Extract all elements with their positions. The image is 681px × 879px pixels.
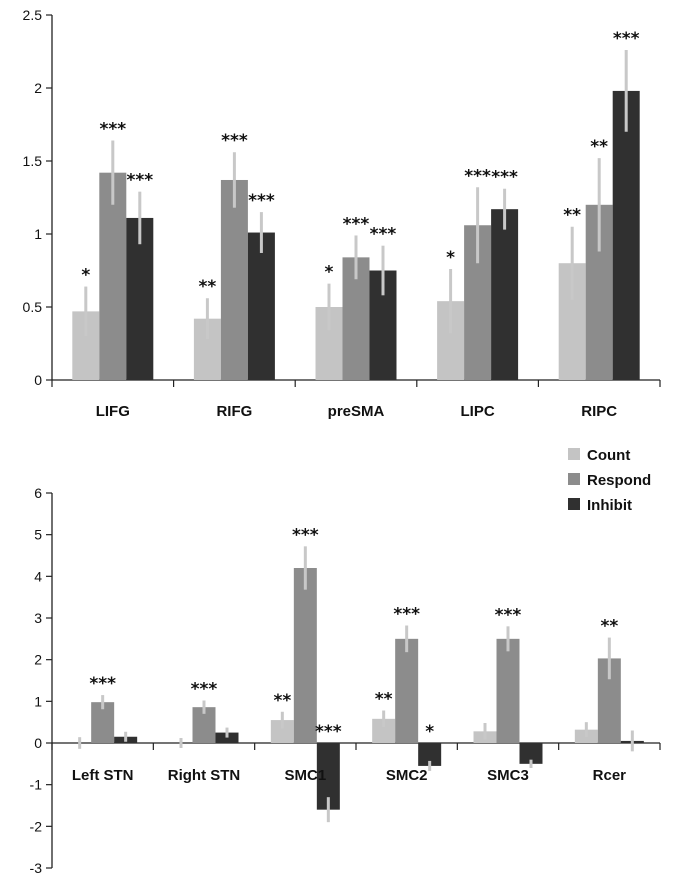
bar-right-stn-respond: [192, 707, 216, 743]
category-label-rifg: RIFG: [216, 403, 252, 420]
significance-marker: ***: [99, 120, 126, 140]
y-tick-label: 0: [34, 735, 42, 751]
bar-smc1-count: [270, 720, 294, 743]
significance-marker: ***: [126, 171, 153, 191]
top-bar-chart: 00.511.522.5*******LIFG********RIFG*****…: [23, 7, 661, 420]
significance-marker: ***: [221, 131, 248, 151]
significance-marker: *: [446, 248, 455, 268]
legend-swatch-count: [568, 448, 580, 460]
significance-marker: **: [199, 277, 217, 297]
category-label-ripc: RIPC: [581, 403, 617, 420]
y-tick-label: 6: [34, 485, 42, 501]
category-label-left-stn: Left STN: [72, 767, 134, 784]
significance-marker: ***: [89, 674, 116, 694]
significance-marker: ***: [495, 605, 522, 625]
significance-marker: **: [600, 617, 618, 637]
y-tick-label: 0: [34, 372, 42, 388]
bar-left-stn-respond: [91, 702, 115, 743]
y-tick-label: 1: [34, 226, 42, 242]
bar-lifg-respond: [99, 172, 127, 380]
significance-marker: ***: [464, 166, 491, 186]
y-tick-label: 2.5: [23, 7, 43, 23]
significance-marker: *: [325, 263, 334, 283]
category-label-lifg: LIFG: [96, 403, 130, 420]
y-tick-label: 2: [34, 80, 42, 96]
significance-marker: **: [273, 691, 291, 711]
significance-marker: **: [563, 206, 581, 226]
bar-smc2-respond: [395, 638, 419, 743]
significance-marker: **: [590, 137, 608, 157]
legend-swatch-inhibit: [568, 498, 580, 510]
legend-label-inhibit: Inhibit: [587, 497, 632, 514]
bar-smc2-count: [372, 718, 396, 743]
legend-swatch-respond: [568, 473, 580, 485]
significance-marker: ***: [370, 225, 397, 245]
bar-smc1-inhibit: [316, 743, 340, 810]
y-tick-label: 2: [34, 652, 42, 668]
significance-marker: **: [375, 690, 393, 710]
category-label-rcer: Rcer: [593, 767, 627, 784]
significance-marker: ***: [292, 525, 319, 545]
category-label-smc1: SMC1: [284, 767, 326, 784]
significance-marker: ***: [191, 680, 218, 700]
y-tick-label: 1.5: [23, 153, 43, 169]
bar-right-stn-inhibit: [215, 732, 239, 743]
bar-smc3-inhibit: [519, 743, 543, 764]
bar-ripc-inhibit: [612, 90, 640, 381]
y-tick-label: 3: [34, 610, 42, 626]
significance-marker: ***: [613, 29, 640, 49]
bar-lifg-inhibit: [126, 217, 154, 380]
category-label-smc2: SMC2: [386, 767, 428, 784]
y-tick-label: 5: [34, 527, 42, 543]
y-tick-label: -2: [30, 818, 43, 834]
significance-marker: ***: [343, 214, 370, 234]
bar-smc2-inhibit: [418, 743, 442, 766]
category-label-right-stn: Right STN: [168, 767, 241, 784]
significance-marker: ***: [315, 722, 342, 742]
legend-label-respond: Respond: [587, 472, 651, 489]
significance-marker: ***: [491, 168, 518, 188]
legend-label-count: Count: [587, 447, 630, 464]
significance-marker: *: [81, 266, 90, 286]
significance-marker: ***: [248, 191, 275, 211]
y-tick-label: 1: [34, 693, 42, 709]
y-tick-label: 0.5: [23, 299, 43, 315]
significance-marker: *: [425, 722, 434, 742]
legend: Count Respond Inhibit: [568, 447, 651, 514]
category-label-lipc: LIPC: [461, 403, 495, 420]
y-tick-label: 4: [34, 568, 42, 584]
bar-lipc-inhibit: [491, 209, 519, 380]
y-tick-label: -1: [30, 777, 43, 793]
bar-smc3-respond: [496, 638, 520, 743]
category-label-presma: preSMA: [328, 403, 385, 420]
category-label-smc3: SMC3: [487, 767, 529, 784]
y-tick-label: -3: [30, 860, 43, 876]
significance-marker: ***: [393, 605, 420, 625]
bar-rifg-inhibit: [247, 232, 275, 380]
bar-smc1-respond: [293, 568, 317, 743]
bar-rifg-respond: [220, 179, 248, 380]
bar-rcer-respond: [597, 658, 621, 743]
